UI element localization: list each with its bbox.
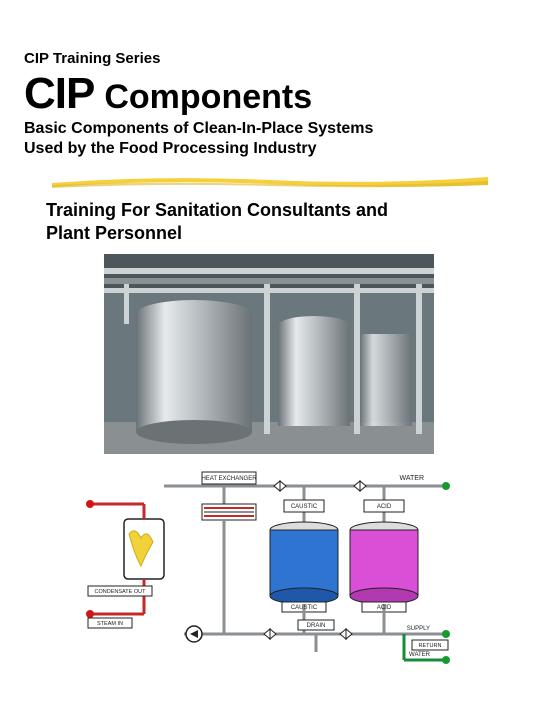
- label-heat-exchanger: HEAT EXCHANGER: [201, 476, 257, 482]
- title-word: Components: [104, 78, 312, 117]
- label-return: RETURN: [419, 643, 442, 649]
- page-title: CIP Components: [24, 69, 516, 119]
- separator-brush: [50, 173, 490, 189]
- subtitle-line-1: Basic Components of Clean-In-Place Syste…: [24, 119, 516, 139]
- label-water: WATER: [400, 475, 425, 482]
- subtitle-line-2: Used by the Food Processing Industry: [24, 139, 516, 159]
- training-slide: CIP Training Series CIP Components Basic…: [0, 0, 540, 672]
- audience-line-1: Training For Sanitation Consultants and: [46, 199, 516, 222]
- acid-tank: [350, 522, 418, 612]
- caustic-tank: [270, 522, 338, 612]
- label-acid-top: ACID: [377, 504, 392, 510]
- label-supply: SUPPLY: [407, 626, 430, 632]
- series-label: CIP Training Series: [24, 50, 516, 67]
- cip-flow-diagram: HEAT EXCHANGER WATER CAUSTIC ACID CAUSTI…: [84, 464, 454, 672]
- equipment-photo: [104, 254, 434, 454]
- label-caustic: CAUSTIC: [291, 605, 318, 611]
- label-acid: ACID: [377, 605, 392, 611]
- label-drain: DRAIN: [307, 623, 326, 629]
- label-condensate: CONDENSATE OUT: [95, 589, 147, 595]
- label-caustic-top: CAUSTIC: [291, 504, 318, 510]
- label-water2: WATER: [409, 652, 431, 658]
- audience-line-2: Plant Personnel: [46, 222, 516, 245]
- label-steam: STEAM IN: [97, 621, 123, 627]
- title-acronym: CIP: [24, 69, 94, 119]
